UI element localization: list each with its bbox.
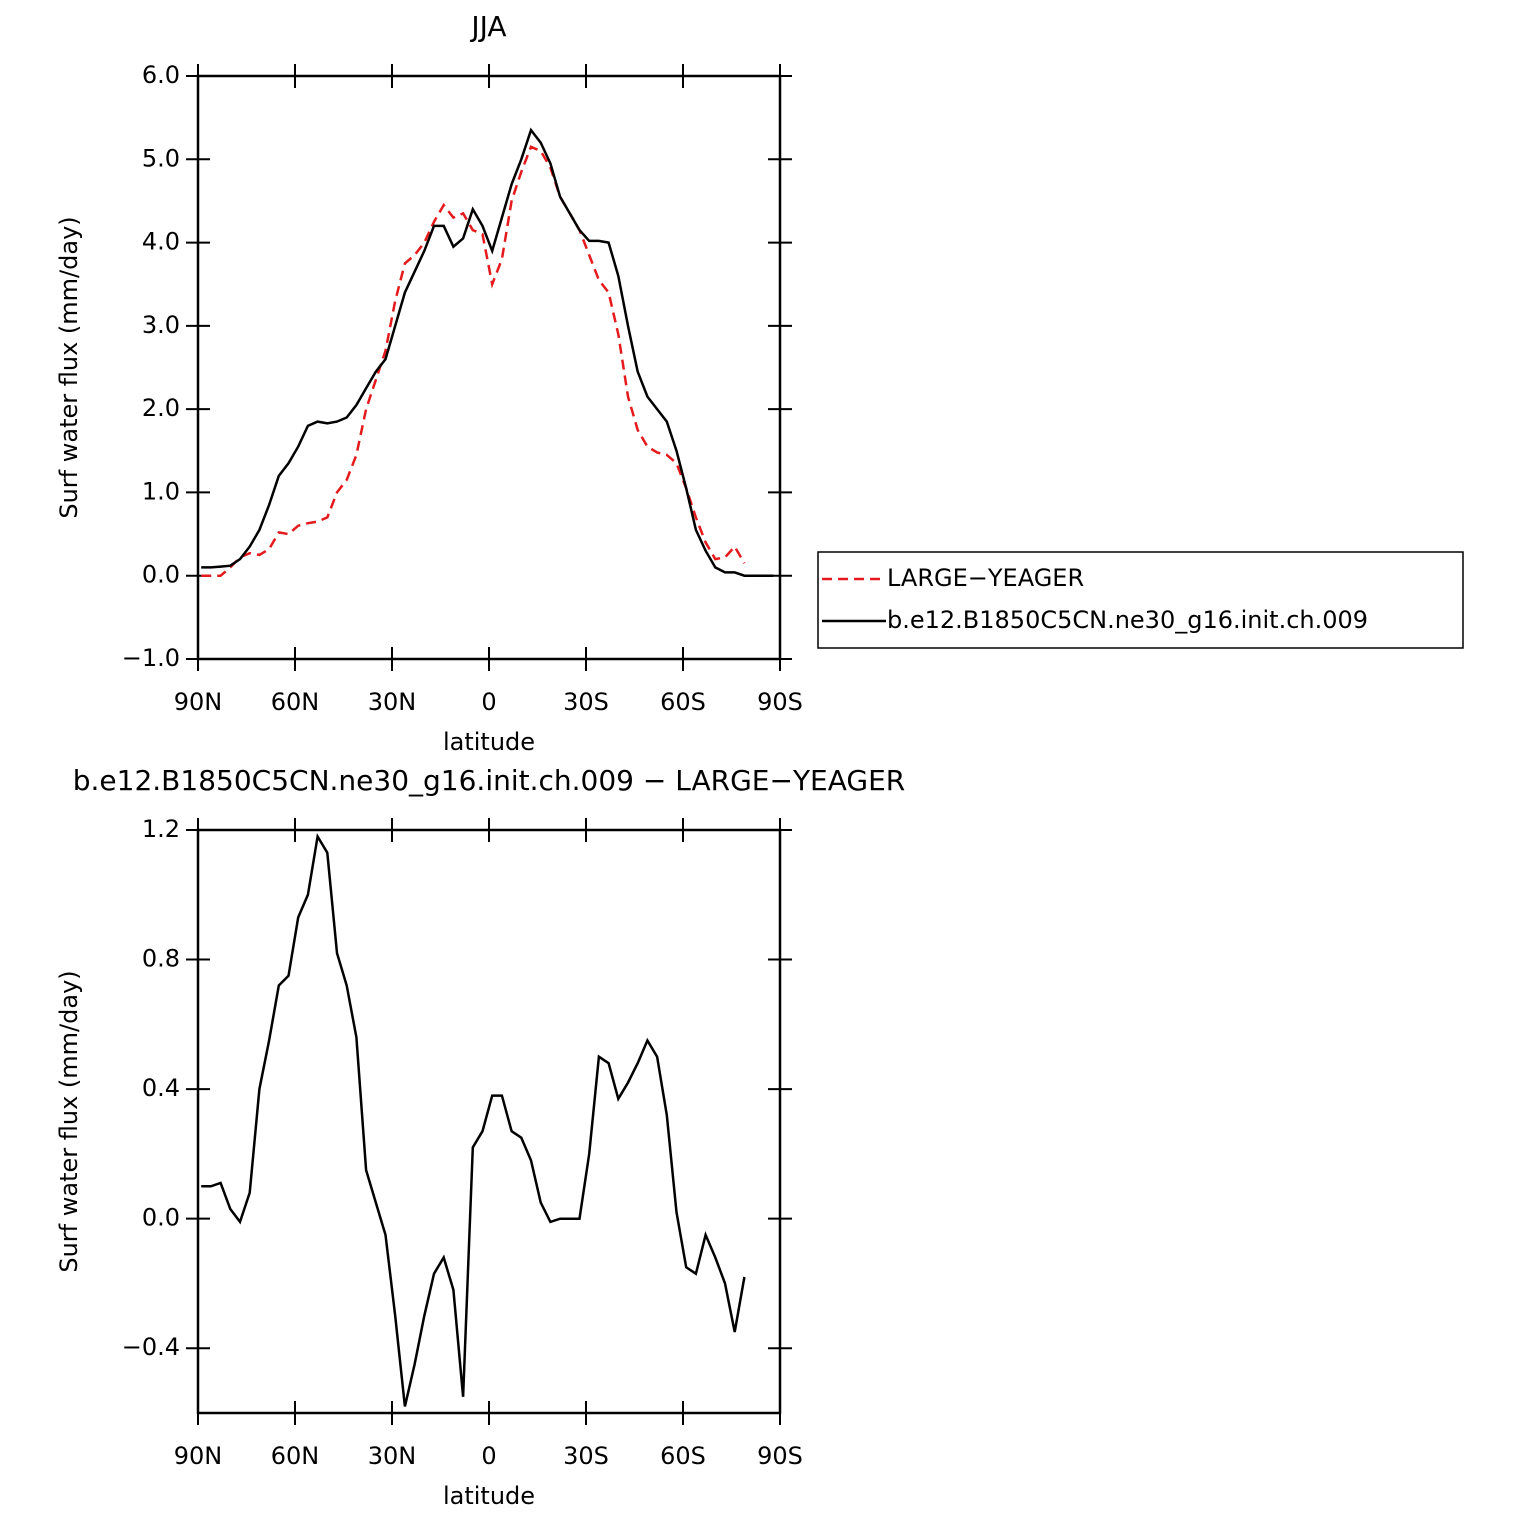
x-tick-label: 30S [563, 1442, 609, 1470]
legend-label: b.e12.B1850C5CN.ne30_g16.init.ch.009 [887, 606, 1368, 634]
y-tick-label: 1.2 [142, 815, 180, 843]
x-tick-label: 0 [481, 1442, 496, 1470]
y-tick-label: 4.0 [142, 228, 180, 256]
legend-box [817, 551, 1464, 649]
y-tick-label: 3.0 [142, 311, 180, 339]
x-tick-label: 90S [757, 1442, 803, 1470]
x-tick-label: 0 [481, 688, 496, 716]
x-tick-label: 60S [660, 688, 706, 716]
y-tick-label: −0.4 [122, 1333, 180, 1361]
data-line [201, 127, 774, 577]
x-tick-label: 90N [174, 688, 223, 716]
legend-label: LARGE−YEAGER [887, 564, 1084, 592]
plot-frame [196, 828, 782, 1415]
x-tick-label: 90N [174, 1442, 223, 1470]
chart-title: JJA [469, 10, 506, 43]
x-axis-label: latitude [443, 1482, 535, 1510]
data-line [201, 832, 746, 1407]
x-tick-label: 30N [368, 688, 417, 716]
x-tick-label: 60N [271, 688, 320, 716]
y-tick-label: 6.0 [142, 61, 180, 89]
y-tick-label: 0.0 [142, 1204, 180, 1232]
x-tick-label: 30N [368, 1442, 417, 1470]
y-tick-label: 1.0 [142, 477, 180, 505]
x-tick-label: 60S [660, 1442, 706, 1470]
y-tick-label: 2.0 [142, 394, 180, 422]
y-tick-label: 5.0 [142, 144, 180, 172]
y-axis-label: Surf water flux (mm/day) [55, 216, 83, 518]
plot-frame [196, 74, 782, 661]
y-tick-label: 0.0 [142, 561, 180, 589]
x-tick-label: 90S [757, 688, 803, 716]
x-axis-label: latitude [443, 728, 535, 756]
y-tick-label: −1.0 [122, 644, 180, 672]
chart-title: b.e12.B1850C5CN.ne30_g16.init.ch.009 − L… [73, 764, 906, 797]
x-tick-label: 30S [563, 688, 609, 716]
y-tick-label: 0.4 [142, 1074, 180, 1102]
x-tick-label: 60N [271, 1442, 320, 1470]
y-tick-label: 0.8 [142, 945, 180, 973]
y-axis-label: Surf water flux (mm/day) [55, 970, 83, 1272]
data-line [201, 145, 746, 577]
